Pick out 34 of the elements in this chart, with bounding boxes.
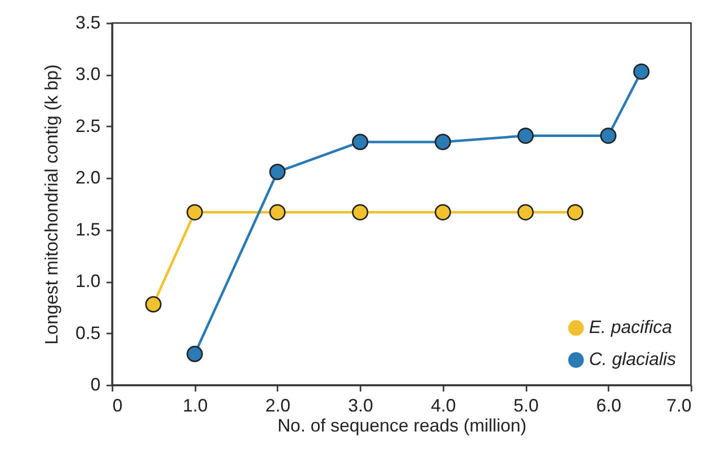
legend-label: C. glacialis (589, 349, 676, 369)
y-tick-label: 2.5 (75, 116, 100, 136)
x-tick-label: 4.0 (430, 396, 456, 416)
point (186, 346, 203, 362)
y-tick-label: 0 (90, 374, 100, 394)
y-tick-label: 1.0 (75, 271, 100, 292)
point (352, 134, 368, 150)
y-tick-label: 3.5 (75, 12, 100, 32)
x-tick-label: 3.0 (348, 396, 374, 416)
x-tick-label: 7.0 (666, 396, 692, 416)
legend-label: E. pacifica (589, 317, 672, 337)
y-tick-label: 3.0 (75, 64, 100, 84)
point (434, 204, 452, 220)
point (567, 204, 584, 220)
point (517, 128, 534, 144)
point (600, 128, 616, 144)
point (186, 204, 203, 220)
point (517, 204, 534, 220)
x-axis-title: No. of sequence reads (million) (277, 416, 527, 436)
y-tick-label: 1.5 (75, 219, 100, 240)
x-tick-label: 0 (112, 396, 123, 416)
point (269, 164, 286, 180)
y-tick-label: 2.0 (75, 168, 100, 188)
point (145, 296, 162, 312)
x-tick-label: 6.0 (596, 396, 622, 416)
x-tick-label: 5.0 (514, 396, 539, 416)
y-tick-label: 0.5 (75, 322, 100, 343)
x-tick-label: 1.0 (182, 396, 208, 416)
y-axis-title: Longest mitochondrial contig (k bp) (41, 64, 62, 345)
point (352, 204, 368, 220)
point (434, 134, 452, 150)
x-tick-label: 2.0 (265, 396, 290, 416)
point (633, 63, 650, 80)
point (269, 204, 286, 220)
